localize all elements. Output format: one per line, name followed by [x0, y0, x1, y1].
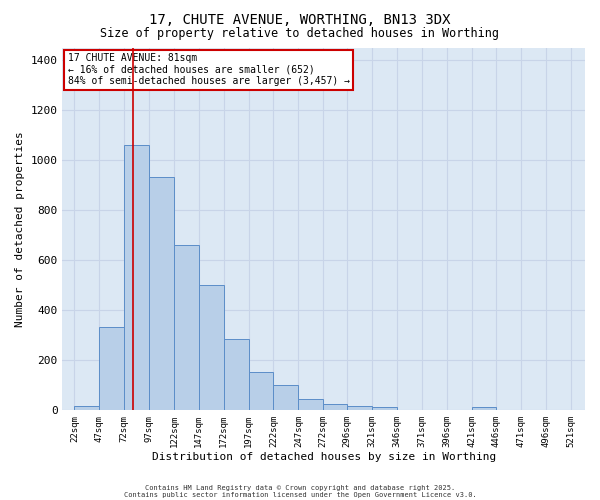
- Bar: [99, 328, 124, 410]
- Bar: [372, 408, 397, 410]
- Bar: [347, 406, 372, 410]
- Bar: [124, 145, 149, 410]
- Text: Size of property relative to detached houses in Worthing: Size of property relative to detached ho…: [101, 28, 499, 40]
- Bar: [149, 178, 174, 410]
- Bar: [298, 398, 323, 410]
- Bar: [274, 385, 298, 410]
- X-axis label: Distribution of detached houses by size in Worthing: Distribution of detached houses by size …: [152, 452, 496, 462]
- Text: Contains HM Land Registry data © Crown copyright and database right 2025.: Contains HM Land Registry data © Crown c…: [145, 485, 455, 491]
- Bar: [174, 245, 199, 410]
- Bar: [323, 404, 347, 410]
- Text: Contains public sector information licensed under the Open Government Licence v3: Contains public sector information licen…: [124, 492, 476, 498]
- Bar: [199, 285, 224, 410]
- Bar: [224, 338, 248, 410]
- Bar: [74, 406, 99, 410]
- Bar: [248, 372, 274, 410]
- Y-axis label: Number of detached properties: Number of detached properties: [15, 131, 25, 326]
- Bar: [472, 408, 496, 410]
- Text: 17, CHUTE AVENUE, WORTHING, BN13 3DX: 17, CHUTE AVENUE, WORTHING, BN13 3DX: [149, 12, 451, 26]
- Text: 17 CHUTE AVENUE: 81sqm
← 16% of detached houses are smaller (652)
84% of semi-de: 17 CHUTE AVENUE: 81sqm ← 16% of detached…: [68, 53, 350, 86]
